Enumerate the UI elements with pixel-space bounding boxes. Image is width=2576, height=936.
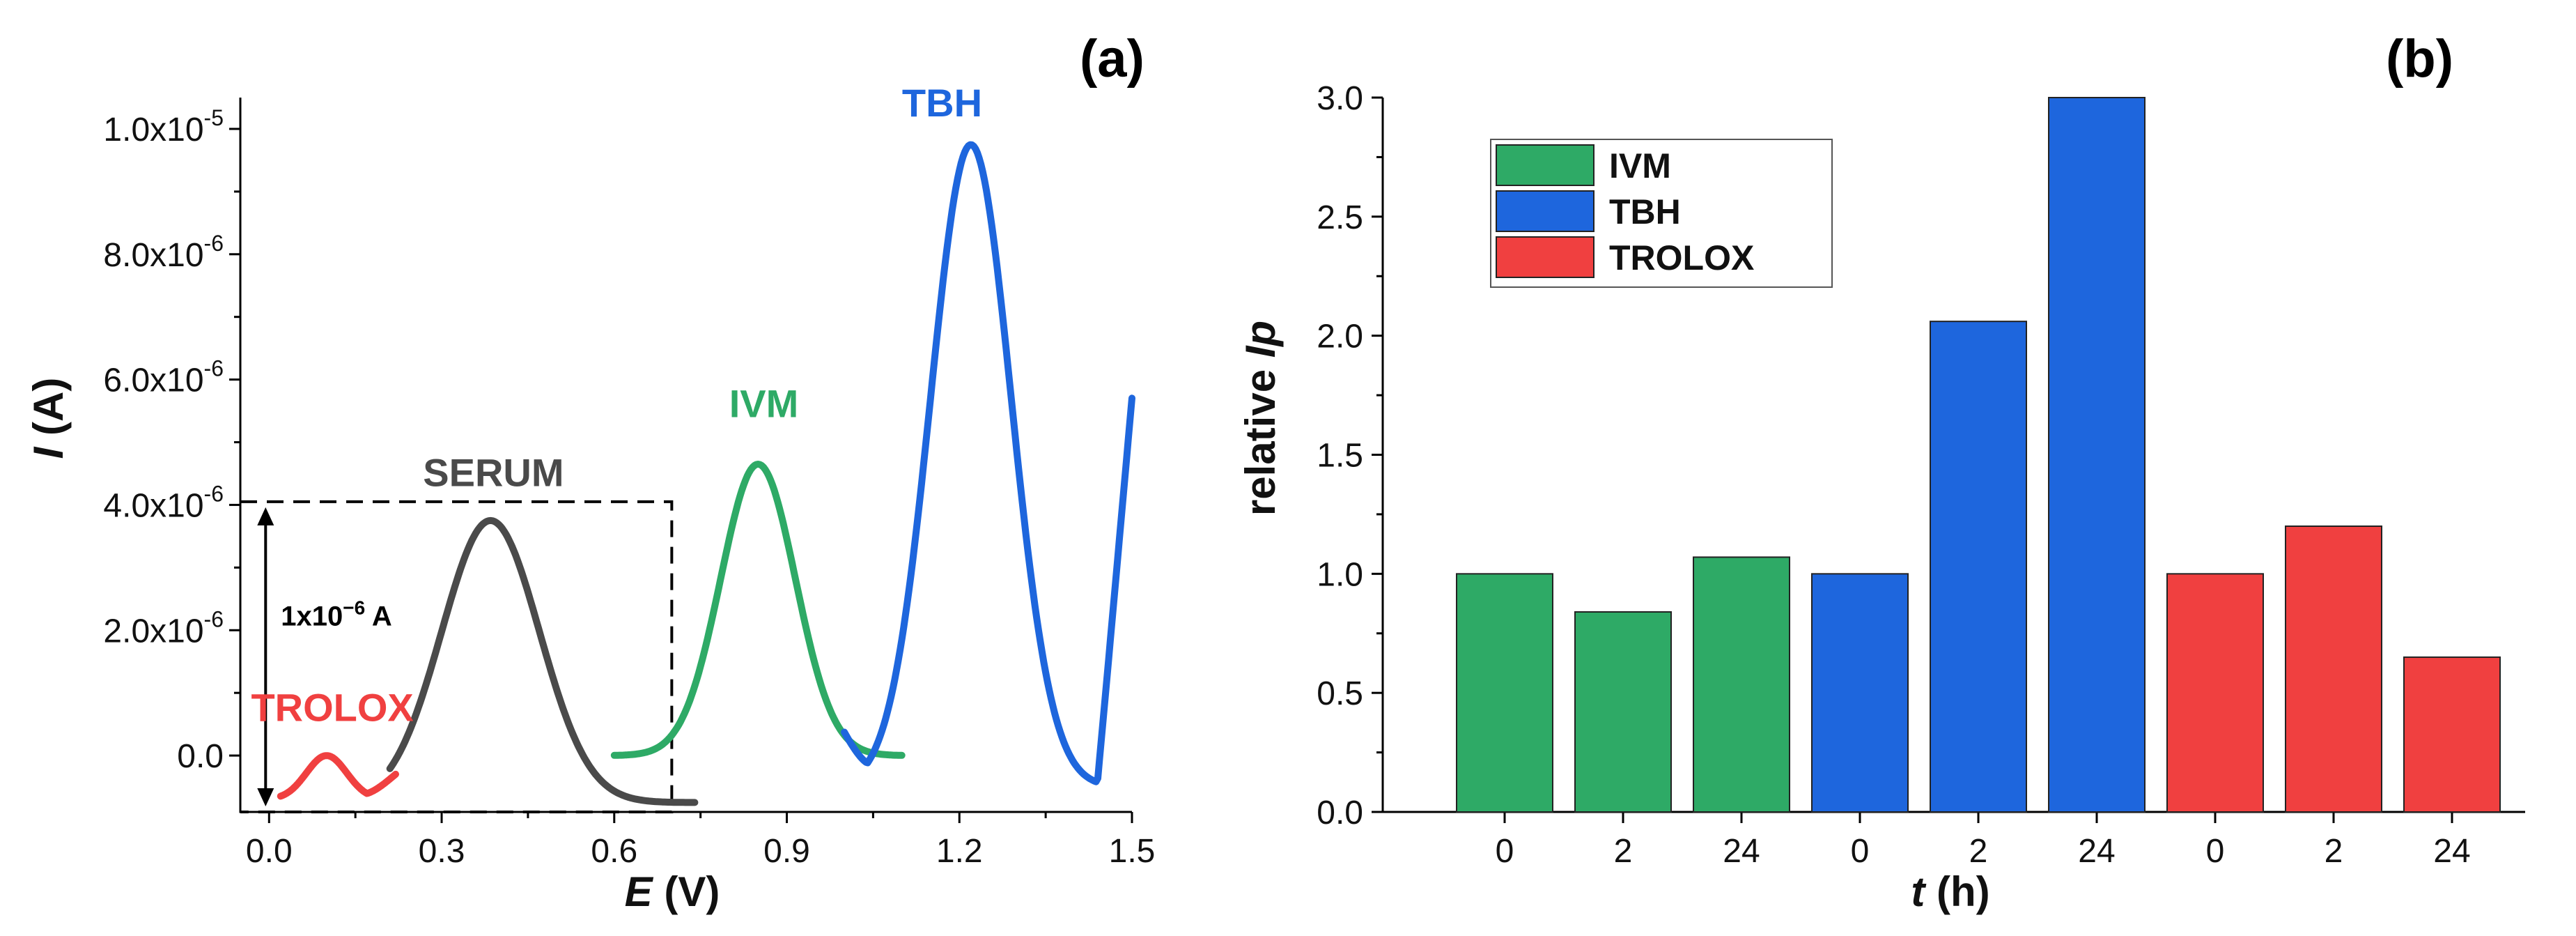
- panel-a-x-axis-symbol: E: [625, 868, 654, 915]
- bar-tbh-24: [2048, 97, 2146, 813]
- panel-b-x-tick-label: 2: [2325, 833, 2343, 870]
- panel-b-bars: [1456, 97, 2501, 813]
- panel-b-y-tick-label: 1.0: [1317, 556, 1363, 593]
- curve-serum: [386, 516, 699, 806]
- series-label-trolox: TROLOX: [251, 686, 413, 730]
- curve-tbh: [841, 141, 1135, 785]
- panel-b-y-axis-text: relative: [1237, 358, 1284, 516]
- panel-a-y-tick-exponent: -6: [204, 231, 224, 256]
- series-label-tbh: TBH: [902, 81, 982, 125]
- panel-a-zoom-box: [240, 500, 674, 813]
- panel-a-y-tick-exponent: -6: [204, 356, 224, 381]
- panel-b-x-tick-label: 0: [1496, 833, 1514, 870]
- panel-b-y-tick-label: 2.5: [1317, 199, 1363, 236]
- panel-b-y-tick-label: 3.0: [1317, 80, 1363, 117]
- panel-a-ticks: 0.0 0.3 0.6 0.9 1.2 1.5 0.0 2.0x10-6 4.0x10-6 6.0…: [103, 105, 1155, 870]
- panel-a-scale-exponent: −6: [343, 597, 365, 618]
- panel-a-x-tick-label: 1.2: [936, 833, 983, 870]
- legend-swatch-tbh: [1496, 190, 1595, 232]
- panel-b-x-tick-label: 24: [2078, 833, 2115, 870]
- panel-b-x-tick-label: 24: [2433, 833, 2470, 870]
- panel-b-y-tick-label: 2.0: [1317, 319, 1363, 355]
- legend-label-trolox: TROLOX: [1609, 238, 1754, 277]
- bar-ivm-0: [1456, 573, 1553, 813]
- series-label-serum: SERUM: [423, 450, 564, 494]
- bar-trolox-2: [2285, 525, 2382, 813]
- panel-a-y-tick-exponent: -5: [204, 105, 224, 130]
- panel-a-x-tick-label: 0.0: [246, 833, 293, 870]
- curve-trolox: [277, 752, 399, 800]
- bar-ivm-24: [1693, 556, 1790, 813]
- bar-ivm-2: [1574, 611, 1672, 813]
- panel-a-x-axis-title: E (V): [625, 868, 720, 915]
- panel-b-label: (b): [2386, 29, 2453, 89]
- legend-swatch-trolox: [1496, 236, 1595, 278]
- curve-ivm: [610, 461, 906, 759]
- panel-b-ticks: 0.0 0.5 1.0 1.5 2.0 2.5 3.0 0 2 24 0 2 24 0 2 24: [1317, 80, 2470, 870]
- panel-a-label: (a): [1080, 29, 1145, 89]
- panel-b-x-axis-unit: (h): [1925, 868, 1989, 915]
- panel-a-y-tick-label: 4.0x10-6: [103, 481, 224, 524]
- panel-b-x-tick-label: 2: [1614, 833, 1633, 870]
- panel-a-y-tick-exponent: -6: [204, 606, 224, 631]
- panel-a-y-axis-title: I (A): [25, 378, 72, 459]
- panel-a-series-labels: TROLOX SERUM IVM TBH: [251, 81, 982, 730]
- legend-swatch-ivm: [1496, 144, 1595, 186]
- panel-a-y-axis-symbol: I: [25, 446, 72, 459]
- panel-a-x-tick-label: 1.5: [1109, 833, 1156, 870]
- panel-a-y-axis-unit: (A): [25, 378, 72, 447]
- panel-a-scale-text: 1x10: [281, 601, 343, 631]
- panel-b-y-tick-label: 1.5: [1317, 438, 1363, 475]
- legend-label-ivm: IVM: [1609, 146, 1671, 185]
- panel-a-x-tick-label: 0.6: [591, 833, 637, 870]
- panel-a-x-tick-label: 0.9: [763, 833, 810, 870]
- panel-a-curves: [277, 141, 1135, 806]
- panel-b-y-axis-symbol: Ip: [1237, 321, 1284, 358]
- panel-b-x-tick-label: 0: [2206, 833, 2225, 870]
- panel-a-scale-arrow-down: [257, 788, 274, 806]
- bar-tbh-0: [1811, 573, 1909, 813]
- panel-b-x-axis-symbol: t: [1911, 868, 1927, 915]
- panel-a-annotation: 1x10−6 A: [240, 500, 674, 813]
- series-label-ivm: IVM: [729, 382, 799, 426]
- panel-b-y-tick-label: 0.0: [1317, 795, 1363, 831]
- panel-a-x-axis-unit: (V): [653, 868, 720, 915]
- panel-a-y-tick-label: 6.0x10-6: [103, 356, 224, 399]
- legend-label-tbh: TBH: [1609, 192, 1681, 231]
- panel-a-y-tick-label: 8.0x10-6: [103, 231, 224, 274]
- panel-b-x-tick-label: 2: [1969, 833, 1988, 870]
- panel-b-x-tick-label: 0: [1851, 833, 1870, 870]
- panel-a-x-tick-label: 0.3: [419, 833, 465, 870]
- panel-b-legend: IVM TBH TROLOX: [1490, 139, 1833, 288]
- panel-b-x-tick-label: 24: [1723, 833, 1760, 870]
- panel-b-y-tick-label: 0.5: [1317, 675, 1363, 712]
- bar-trolox-0: [2166, 573, 2264, 813]
- panel-a-scale-arrow-up: [257, 507, 274, 525]
- panel-a-line-chart: (a) 0.0 0.3 0.6 0.9 1.2 1.5 0.0 2.0x10-6 4.0x10-…: [25, 29, 1155, 915]
- panel-b-x-axis-title: t (h): [1911, 868, 1989, 915]
- bar-tbh-2: [1930, 321, 2027, 813]
- panel-a-y-tick-label: 2.0x10-6: [103, 606, 224, 650]
- panel-a-scale-label: 1x10−6 A: [281, 597, 391, 631]
- panel-a-y-tick-label: 1.0x10-5: [103, 105, 224, 148]
- panel-b-y-axis-title: relative Ip: [1237, 321, 1284, 516]
- panel-b-bar-chart: (b) 0.0 0.5 1.0 1.5 2.0 2.5 3.0 0 2 24 0 2 24 0 2 24 IV…: [1237, 29, 2525, 915]
- panel-a-scale-unit: A: [365, 601, 392, 631]
- panel-a-y-tick-exponent: -6: [204, 481, 224, 506]
- panel-a-y-tick-label: 0.0: [177, 738, 224, 775]
- bar-trolox-24: [2403, 656, 2501, 813]
